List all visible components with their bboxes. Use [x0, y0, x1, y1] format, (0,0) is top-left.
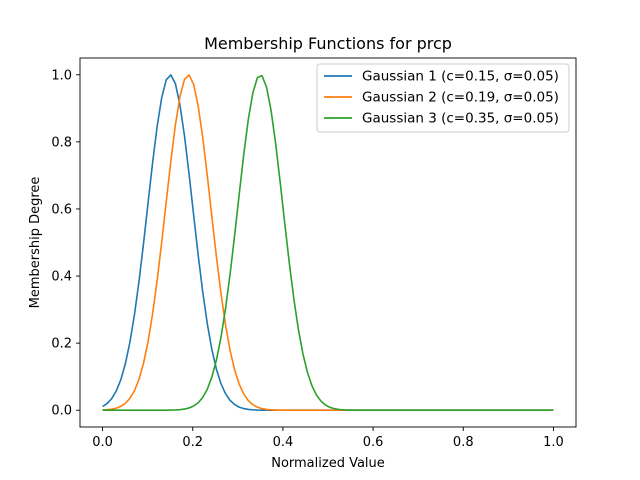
x-tick-label: 1.0 — [543, 435, 564, 450]
x-axis-label: Normalized Value — [271, 456, 385, 471]
series-line-3 — [102, 74, 554, 412]
legend-box — [316, 63, 570, 133]
x-tick-label: 0.6 — [363, 435, 384, 450]
y-tick-label: 0.6 — [51, 202, 72, 217]
x-tick-label: 0.4 — [273, 435, 294, 450]
y-tick-label: 0.8 — [51, 135, 72, 150]
y-tick-label: 0.2 — [51, 337, 72, 352]
legend-entry-1: Gaussian 1 (c=0.15, σ=0.05) — [362, 69, 559, 85]
plot-area — [79, 57, 577, 428]
y-tick-label: 0.4 — [51, 270, 72, 285]
chart-title: Membership Functions for prcp — [204, 34, 452, 53]
y-axis-ticks: 0.0 0.2 0.4 0.6 0.8 1.0 — [51, 68, 80, 419]
x-tick-label: 0.8 — [453, 435, 474, 450]
legend: Gaussian 1 (c=0.15, σ=0.05) Gaussian 2 (c… — [316, 63, 570, 133]
y-tick-label: 1.0 — [51, 68, 72, 83]
x-tick-label: 0.2 — [182, 435, 203, 450]
y-axis-label: Membership Degree — [28, 177, 43, 309]
axes-frame — [79, 57, 577, 428]
legend-entry-2: Gaussian 2 (c=0.19, σ=0.05) — [362, 90, 559, 106]
x-axis-ticks: 0.0 0.2 0.4 0.6 0.8 1.0 — [92, 427, 564, 450]
legend-items: Gaussian 1 (c=0.15, σ=0.05) Gaussian 2 (c… — [324, 69, 559, 127]
x-tick-label: 0.0 — [92, 435, 113, 450]
legend-entry-3: Gaussian 3 (c=0.35, σ=0.05) — [362, 111, 559, 127]
y-tick-label: 0.0 — [51, 404, 72, 419]
series-group — [102, 74, 554, 412]
